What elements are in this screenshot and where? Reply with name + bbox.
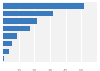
Bar [3,48,9,54]
Bar [3,41,12,46]
Bar [3,56,4,61]
Bar [3,11,53,16]
Bar [3,26,30,31]
Bar [3,18,38,24]
Bar [3,3,84,9]
Bar [3,33,17,39]
